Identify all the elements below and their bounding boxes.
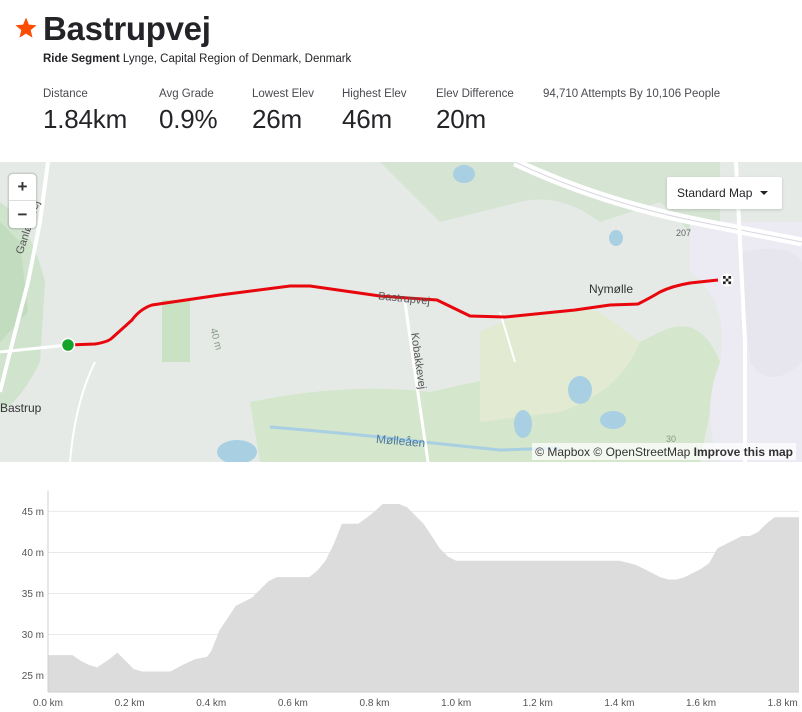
stat-label: Lowest Elev — [252, 88, 315, 100]
segment-location: Lynge, Capital Region of Denmark, Denmar… — [122, 53, 352, 65]
map-label-nymolle: Nymølle — [589, 282, 633, 296]
map-lake — [600, 411, 626, 429]
map-road-kobakkevej — [403, 301, 430, 462]
map-highway-edge — [514, 162, 802, 243]
map-type-label: Standard Map — [677, 186, 753, 200]
map-label-contour-30: 30 — [666, 434, 677, 444]
map-canvas[interactable] — [0, 162, 802, 462]
attribution-osm-link[interactable]: © OpenStreetMap — [593, 445, 691, 459]
x-tick-label: 1.2 km — [523, 698, 553, 709]
map-lake — [609, 230, 623, 246]
x-tick-label: 0.2 km — [115, 698, 145, 709]
stat-label: Elev Difference — [436, 88, 514, 100]
stat-lowest-elev: Lowest Elev 26m — [252, 88, 314, 135]
stat-elev-difference: Elev Difference 20m — [436, 88, 514, 135]
route-start-marker[interactable] — [60, 337, 76, 353]
elevation-chart[interactable]: 25 m 30 m 35 m 40 m 45 m 0.0 km 0.2 km 0.4 km 0.… — [0, 462, 802, 712]
segment-title: Bastrupvej — [43, 10, 211, 47]
map-attribution: © Mapbox © OpenStreetMap Improve this ma… — [532, 443, 796, 460]
x-tick-label: 0.4 km — [196, 698, 226, 709]
segment-route[interactable] — [67, 278, 719, 347]
stat-label: Avg Grade — [159, 88, 214, 100]
map-urban-block — [740, 248, 802, 377]
stat-label: Distance — [43, 88, 88, 100]
stat-value: 26m — [252, 104, 302, 134]
map-lake — [514, 410, 532, 438]
stat-value: 0.9% — [159, 104, 218, 134]
y-tick-label: 30 m — [22, 630, 44, 641]
segment-header: Bastrupvej Ride Segment Lynge, Capital R… — [0, 0, 802, 160]
x-tick-label: 1.0 km — [441, 698, 471, 709]
map-road-ganlosevej — [0, 162, 50, 393]
route-finish-icon[interactable] — [720, 273, 734, 287]
map-river — [269, 425, 561, 452]
map-lake — [568, 376, 592, 404]
x-tick-label: 0.8 km — [360, 698, 390, 709]
zoom-control: + − — [9, 174, 36, 228]
x-tick-label: 1.4 km — [604, 698, 634, 709]
caret-down-icon — [760, 191, 768, 195]
map-lake — [217, 440, 257, 462]
x-tick-label: 1.8 km — [768, 698, 798, 709]
map-meadow-light — [480, 309, 640, 422]
segment-meta: Ride Segment Lynge, Capital Region of De… — [43, 53, 351, 65]
map-label-route-207: 207 — [676, 228, 692, 238]
map-lake — [453, 165, 475, 183]
improve-map-link[interactable]: Improve this map — [693, 445, 793, 459]
stat-distance: Distance 1.84km — [43, 88, 127, 135]
y-tick-label: 45 m — [22, 507, 44, 518]
attribution-mapbox-link[interactable]: © Mapbox — [535, 445, 591, 459]
x-tick-label: 0.6 km — [278, 698, 308, 709]
stat-value: 20m — [436, 104, 486, 134]
stat-value: 46m — [342, 104, 392, 134]
segment-type: Ride Segment — [43, 53, 120, 65]
stat-avg-grade: Avg Grade 0.9% — [159, 88, 218, 135]
x-tick-label: 1.6 km — [686, 698, 716, 709]
stat-label: Highest Elev — [342, 88, 407, 100]
x-tick-label: 0.0 km — [33, 698, 63, 709]
zoom-out-button[interactable]: − — [17, 204, 28, 224]
stat-highest-elev: Highest Elev 46m — [342, 88, 407, 135]
y-tick-label: 25 m — [22, 671, 44, 682]
map-type-select[interactable]: Standard Map — [667, 177, 782, 209]
y-tick-label: 35 m — [22, 589, 44, 600]
star-icon[interactable] — [14, 16, 38, 40]
zoom-in-button[interactable]: + — [9, 174, 36, 201]
elevation-chart-svg[interactable]: 25 m 30 m 35 m 40 m 45 m 0.0 km 0.2 km 0.4 km 0.… — [0, 462, 802, 712]
map-road — [499, 311, 516, 363]
attempts-count: 94,710 Attempts By 10,106 People — [543, 88, 721, 100]
map-label-bastrup: Bastrup — [0, 401, 42, 415]
map-field — [162, 300, 190, 362]
map-road — [69, 361, 96, 462]
segment-map[interactable]: Ganløsevej Bastrupvej Kobakkevej Mølleåe… — [0, 162, 802, 462]
stat-value: 1.84km — [43, 104, 128, 134]
elevation-area — [48, 504, 799, 692]
y-tick-label: 40 m — [22, 548, 44, 559]
